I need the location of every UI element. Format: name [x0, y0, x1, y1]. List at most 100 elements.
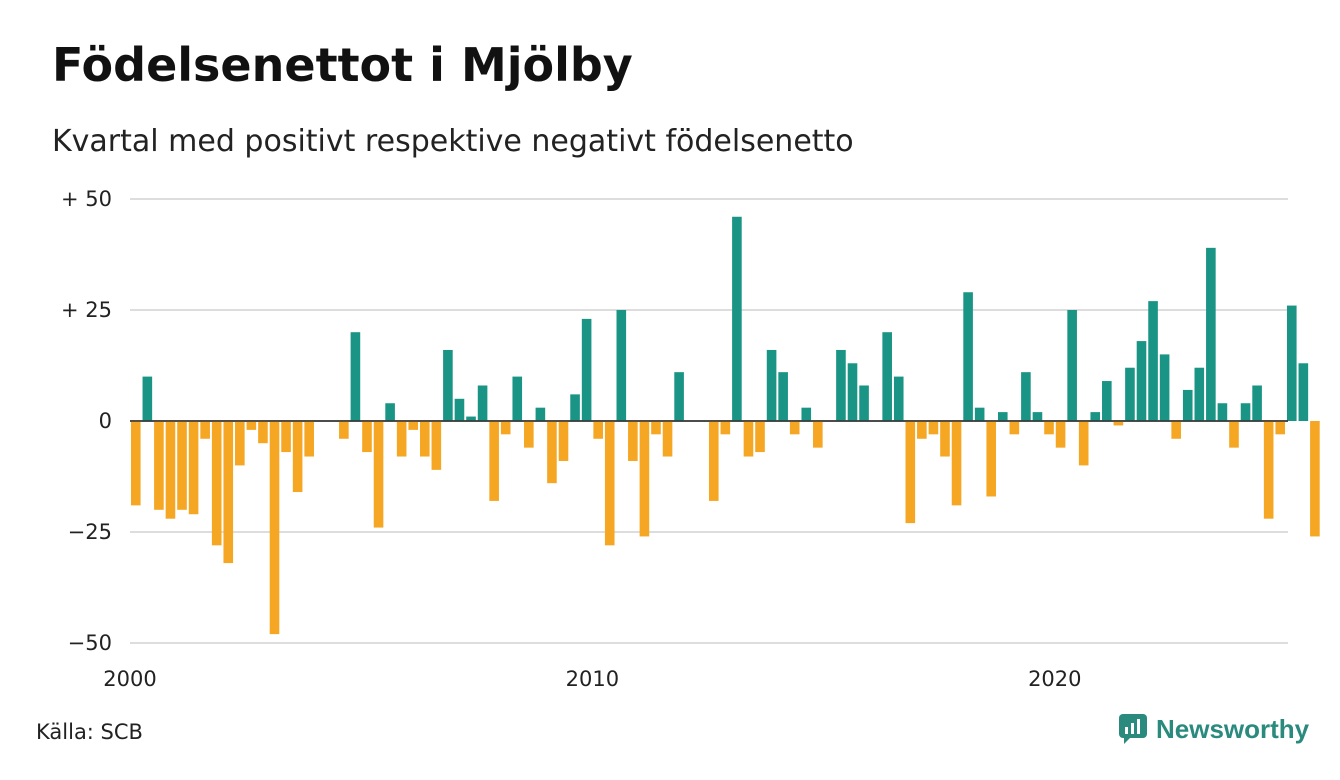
- bar: [905, 421, 916, 524]
- bar: [766, 349, 777, 421]
- bar: [1240, 403, 1251, 421]
- bar: [1182, 389, 1193, 421]
- bar: [419, 421, 430, 457]
- y-axis-labels: + 50 + 25 0 −25 −50: [61, 187, 112, 655]
- bar: [362, 421, 372, 453]
- bar: [431, 421, 442, 470]
- bar: [720, 421, 731, 435]
- bar: [211, 421, 222, 546]
- bar: [847, 363, 858, 421]
- bar: [524, 421, 534, 448]
- bar: [1113, 421, 1124, 426]
- bar: [1067, 310, 1077, 421]
- bar: [1275, 421, 1286, 435]
- bar: [500, 421, 511, 435]
- bar: [755, 421, 765, 453]
- bar: [743, 421, 754, 457]
- y-tick-label: 0: [99, 409, 112, 433]
- bar: [304, 421, 314, 457]
- bar: [1148, 301, 1158, 421]
- bar: [200, 421, 210, 439]
- bar: [165, 421, 176, 519]
- bar: [223, 421, 234, 564]
- chart-subtitle: Kvartal med positivt respektive negativt…: [52, 124, 854, 159]
- bar: [466, 416, 476, 421]
- bar: [1136, 341, 1147, 421]
- bar: [778, 372, 788, 421]
- bars: [130, 216, 1320, 635]
- bar: [893, 376, 904, 421]
- bar-chart: + 50 + 25 0 −25 −50 2000 2010 2020: [61, 187, 1320, 691]
- bar: [385, 403, 395, 421]
- bar: [581, 318, 592, 421]
- bar: [1009, 421, 1020, 435]
- bar: [246, 421, 257, 430]
- bar: [1090, 412, 1101, 421]
- bar: [177, 421, 187, 510]
- bar: [443, 349, 453, 421]
- bar: [789, 421, 800, 435]
- bar: [974, 407, 985, 421]
- bar: [859, 385, 869, 421]
- bar: [1032, 412, 1043, 421]
- x-tick-label: 2010: [566, 667, 619, 691]
- bar: [408, 421, 419, 430]
- bar: [1252, 385, 1262, 421]
- bar: [1125, 367, 1135, 421]
- bar: [188, 421, 199, 515]
- bar: [616, 310, 627, 421]
- y-tick-label: + 25: [61, 298, 112, 322]
- bar: [547, 421, 557, 484]
- bar: [813, 421, 823, 448]
- bar: [1044, 421, 1054, 435]
- bar: [604, 421, 615, 546]
- bar: [1102, 381, 1112, 421]
- bar: [258, 421, 268, 444]
- bar: [593, 421, 603, 439]
- bar: [801, 407, 812, 421]
- bar: [1310, 421, 1320, 537]
- bar: [1078, 421, 1089, 466]
- bar: [570, 394, 580, 421]
- bar: [1021, 372, 1031, 421]
- bar: [1298, 363, 1309, 421]
- bar: [489, 421, 499, 501]
- bar: [882, 332, 892, 421]
- bar: [928, 421, 939, 435]
- bar: [940, 421, 950, 457]
- bar: [350, 332, 361, 421]
- bar: [1159, 354, 1170, 421]
- bar: [1206, 247, 1216, 421]
- bar: [732, 216, 742, 421]
- bar: [836, 349, 846, 421]
- bar: [917, 421, 927, 439]
- bar: [997, 412, 1008, 421]
- x-axis-labels: 2000 2010 2020: [103, 667, 1081, 691]
- y-tick-label: −25: [68, 520, 112, 544]
- source-note: Källa: SCB: [36, 720, 143, 744]
- bar: [674, 372, 684, 421]
- bar: [373, 421, 384, 528]
- bar: [1263, 421, 1274, 519]
- bar: [142, 376, 153, 421]
- bar: [154, 421, 164, 510]
- bar: [512, 376, 523, 421]
- bar: [1171, 421, 1181, 439]
- bar: [235, 421, 245, 466]
- bar: [951, 421, 962, 506]
- x-tick-label: 2000: [103, 667, 156, 691]
- y-tick-label: + 50: [61, 187, 112, 211]
- bar: [281, 421, 291, 453]
- bar: [454, 398, 465, 421]
- bar: [477, 385, 488, 421]
- bar: [1055, 421, 1066, 448]
- bar: [639, 421, 650, 537]
- bar: [269, 421, 280, 635]
- bar: [963, 292, 973, 421]
- brand-logo[interactable]: Newsworthy: [1118, 713, 1309, 745]
- bar: [651, 421, 661, 435]
- chart-title: Födelsenettot i Mjölby: [52, 38, 633, 92]
- bar: [986, 421, 997, 497]
- brand-name: Newsworthy: [1156, 713, 1310, 744]
- bar: [1229, 421, 1239, 448]
